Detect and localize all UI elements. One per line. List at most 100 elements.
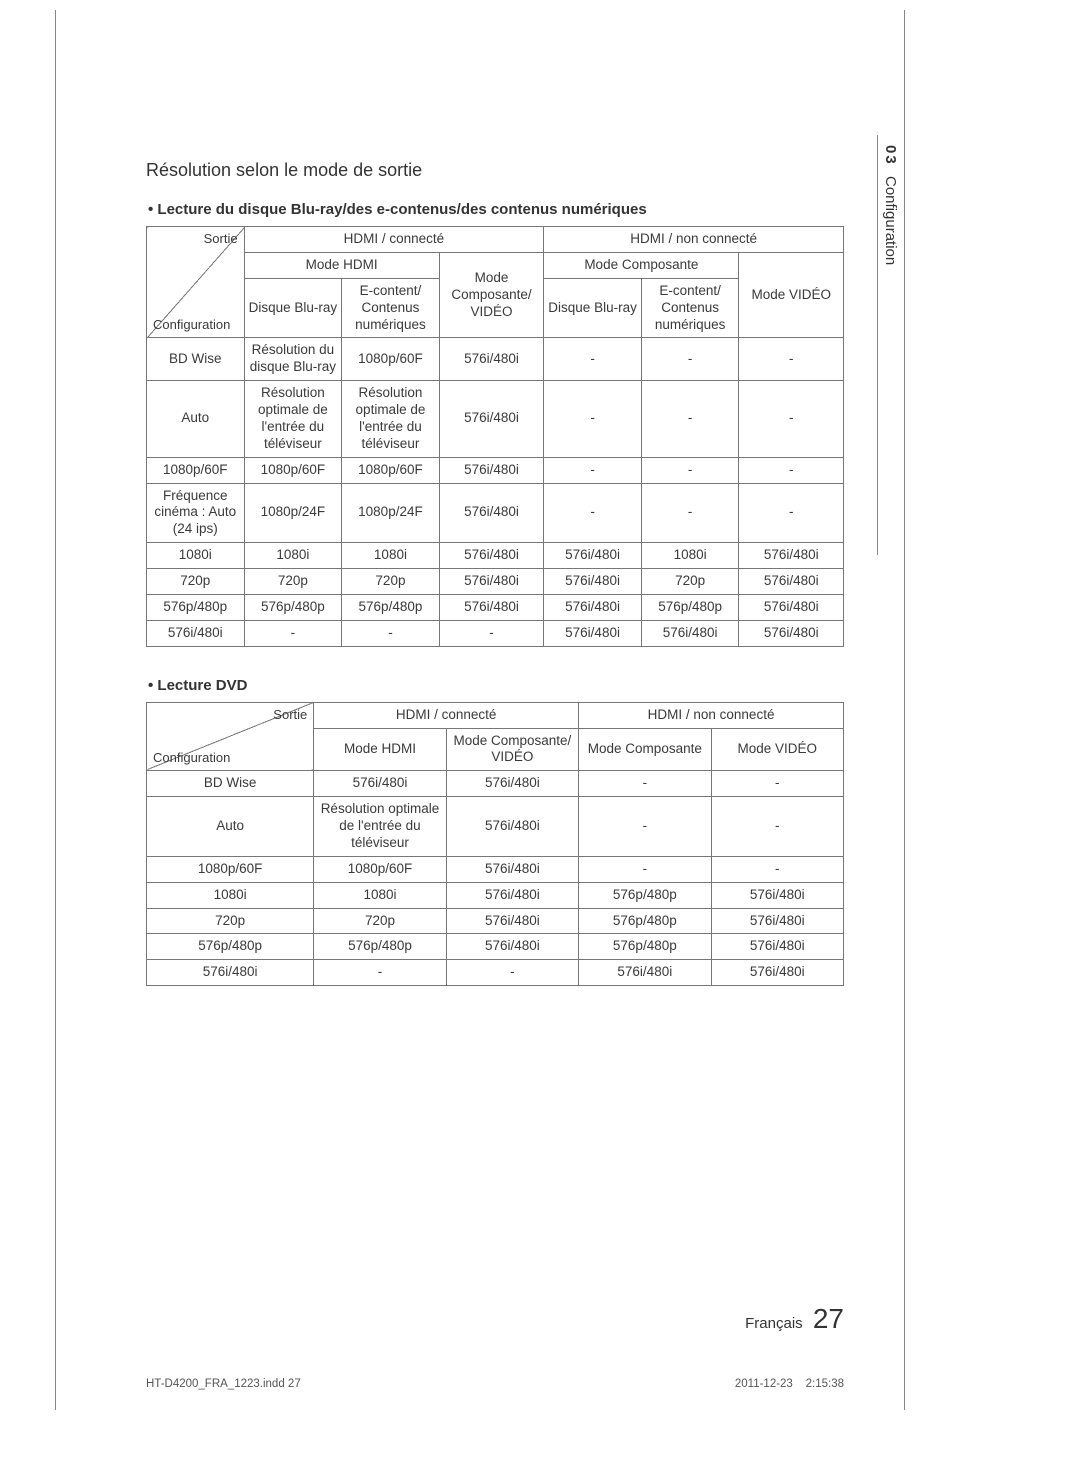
table-cell: -: [446, 960, 578, 986]
table-cell: 576i/480i: [739, 594, 844, 620]
table-row: BD WiseRésolution du disque Blu-ray1080p…: [147, 338, 844, 381]
table-cell: 576i/480i: [711, 934, 843, 960]
table-cell: -: [544, 457, 642, 483]
table-row: Fréquence cinéma : Auto (24 ips)1080p/24…: [147, 483, 844, 543]
table-cell: 576i/480i: [439, 457, 544, 483]
table-cell: Fréquence cinéma : Auto (24 ips): [147, 483, 245, 543]
table-cell: -: [711, 771, 843, 797]
footer-datetime: 2011-12-23 2:15:38: [735, 1378, 844, 1390]
th2-hdmi-nc: HDMI / non connecté: [579, 702, 844, 728]
th-hdmi-connected: HDMI / connecté: [244, 227, 544, 253]
th-mode-video: Mode VIDÉO: [739, 252, 844, 338]
table-cell: 1080p/24F: [342, 483, 440, 543]
table-cell: -: [641, 483, 739, 543]
table-cell: 576i/480i: [147, 620, 245, 646]
th-ec2: E-content/ Contenus numériques: [641, 278, 739, 338]
diag-bottom-2: Configuration: [153, 750, 230, 766]
table-cell: 576i/480i: [739, 620, 844, 646]
th-br2: Disque Blu-ray: [544, 278, 642, 338]
table-cell: Auto: [147, 797, 314, 857]
table-cell: 576i/480i: [446, 908, 578, 934]
table-cell: 1080p/60F: [244, 457, 342, 483]
resolution-table-2: Sortie Configuration HDMI / connecté HDM…: [146, 702, 844, 987]
th2-mode-comp-video: Mode Composante/ VIDÉO: [446, 728, 578, 771]
table-cell: -: [641, 381, 739, 458]
footer-page: Français 27: [745, 1303, 844, 1335]
table-cell: 576i/480i: [641, 620, 739, 646]
table-cell: -: [544, 338, 642, 381]
table-row: 720p720p720p576i/480i576i/480i720p576i/4…: [147, 569, 844, 595]
table-cell: -: [739, 338, 844, 381]
table-cell: 576i/480i: [544, 620, 642, 646]
table-row: AutoRésolution optimale de l'entrée du t…: [147, 381, 844, 458]
table-cell: 576p/480p: [579, 908, 711, 934]
table-cell: 576p/480p: [147, 594, 245, 620]
footer-file: HT-D4200_FRA_1223.indd 27: [146, 1378, 301, 1390]
table-row: AutoRésolution optimale de l'entrée du t…: [147, 797, 844, 857]
table-cell: 576i/480i: [314, 771, 446, 797]
table-row: 576i/480i---576i/480i576i/480i576i/480i: [147, 620, 844, 646]
footer-lang: Français: [745, 1315, 803, 1332]
diag-header-2: Sortie Configuration: [147, 702, 314, 771]
table-cell: 1080i: [314, 882, 446, 908]
table-cell: -: [641, 338, 739, 381]
resolution-table-1: Sortie Configuration HDMI / connecté HDM…: [146, 226, 844, 647]
footer-meta: HT-D4200_FRA_1223.indd 27 2011-12-23 2:1…: [146, 1378, 844, 1390]
th-ec: E-content/ Contenus numériques: [342, 278, 440, 338]
table-cell: 1080p/24F: [244, 483, 342, 543]
table-cell: 1080i: [244, 543, 342, 569]
table-cell: -: [544, 381, 642, 458]
table-cell: 576p/480p: [579, 934, 711, 960]
table-cell: 576i/480i: [439, 569, 544, 595]
table-cell: 576i/480i: [711, 882, 843, 908]
th2-mode-hdmi: Mode HDMI: [314, 728, 446, 771]
table-cell: -: [739, 381, 844, 458]
table-cell: 1080i: [147, 882, 314, 908]
table-cell: Résolution optimale de l'entrée du télév…: [314, 797, 446, 857]
table-row: 1080p/60F1080p/60F576i/480i--: [147, 856, 844, 882]
table-cell: 576i/480i: [711, 960, 843, 986]
table-cell: 576i/480i: [439, 543, 544, 569]
table-row: 576p/480p576p/480p576i/480i576p/480p576i…: [147, 934, 844, 960]
table-cell: -: [244, 620, 342, 646]
table-cell: 1080i: [641, 543, 739, 569]
table-cell: 576i/480i: [739, 543, 844, 569]
table-cell: Résolution optimale de l'entrée du télév…: [342, 381, 440, 458]
table-cell: BD Wise: [147, 338, 245, 381]
table-cell: 576p/480p: [579, 882, 711, 908]
th-mode-hdmi: Mode HDMI: [244, 252, 439, 278]
table-cell: 576i/480i: [446, 934, 578, 960]
th-mode-comp-video: Mode Composante/ VIDÉO: [439, 252, 544, 338]
table-cell: 576i/480i: [711, 908, 843, 934]
table-row: 576i/480i--576i/480i576i/480i: [147, 960, 844, 986]
table-cell: -: [739, 457, 844, 483]
table-cell: 576p/480p: [314, 934, 446, 960]
table-cell: -: [711, 856, 843, 882]
th2-mode-video: Mode VIDÉO: [711, 728, 843, 771]
subheading-2: Lecture DVD: [148, 677, 844, 694]
sidebar-label: 03 Configuration: [882, 145, 899, 265]
table-cell: 1080p/60F: [147, 856, 314, 882]
table-cell: 576i/480i: [439, 483, 544, 543]
table-cell: 1080p/60F: [342, 457, 440, 483]
table-cell: 576i/480i: [446, 771, 578, 797]
th-mode-comp: Mode Composante: [544, 252, 739, 278]
table-cell: -: [711, 797, 843, 857]
table-cell: 576i/480i: [147, 960, 314, 986]
th-br: Disque Blu-ray: [244, 278, 342, 338]
table-cell: -: [579, 797, 711, 857]
table-cell: 1080p/60F: [147, 457, 245, 483]
table-cell: 720p: [147, 908, 314, 934]
diag-top-2: Sortie: [273, 707, 307, 723]
table-cell: 576i/480i: [544, 569, 642, 595]
table-cell: 720p: [342, 569, 440, 595]
table-cell: -: [439, 620, 544, 646]
table-cell: 1080p/60F: [342, 338, 440, 381]
table-row: 720p720p576i/480i576p/480p576i/480i: [147, 908, 844, 934]
table-cell: 576i/480i: [446, 856, 578, 882]
table-cell: 576p/480p: [641, 594, 739, 620]
table-row: BD Wise576i/480i576i/480i--: [147, 771, 844, 797]
table-cell: -: [641, 457, 739, 483]
table-cell: 576i/480i: [739, 569, 844, 595]
table-cell: 720p: [244, 569, 342, 595]
